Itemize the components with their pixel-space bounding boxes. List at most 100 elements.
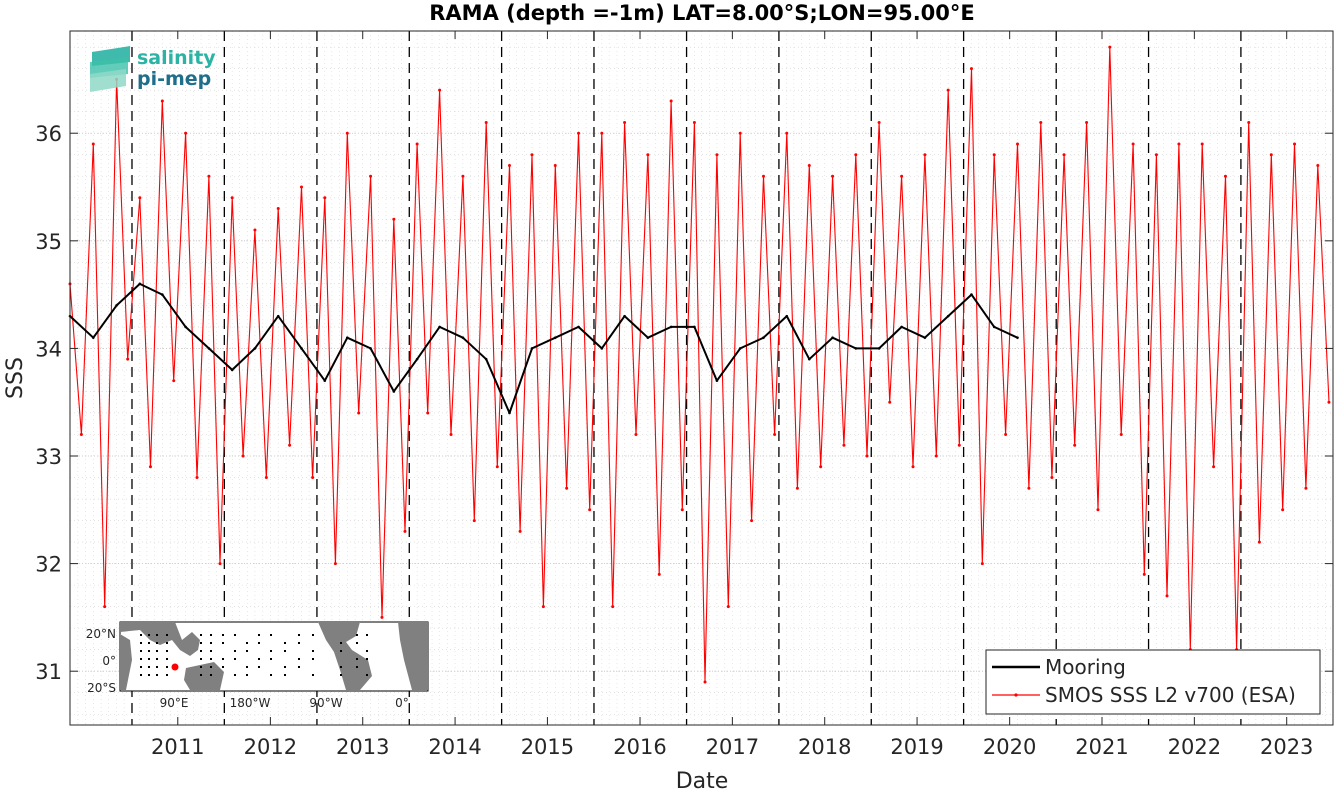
mooring-dot	[234, 658, 236, 660]
mooring-dot	[234, 634, 236, 636]
data-point-smos	[911, 465, 915, 469]
mooring-dot	[200, 642, 202, 644]
data-point-smos	[1062, 153, 1066, 157]
mooring-dot	[366, 634, 368, 636]
data-point-smos	[703, 680, 707, 684]
data-point-smos	[472, 519, 476, 523]
wave-logo-icon	[90, 46, 130, 92]
data-point-mooring	[415, 357, 419, 361]
data-point-smos	[1004, 432, 1008, 436]
x-tick-label: 2020	[983, 735, 1036, 759]
y-tick-label: 32	[35, 553, 62, 577]
mooring-dot	[140, 634, 142, 636]
data-point-mooring	[161, 293, 164, 296]
mooring-dot	[284, 650, 286, 652]
mooring-dot	[258, 634, 260, 636]
mooring-dot	[284, 642, 286, 644]
data-point-smos	[1085, 120, 1089, 124]
data-point-smos	[819, 465, 823, 469]
data-point-smos	[785, 131, 789, 135]
x-tick-label: 2014	[428, 735, 481, 759]
data-point-mooring	[715, 379, 719, 382]
data-point-smos	[588, 508, 592, 512]
data-point-smos	[79, 432, 83, 436]
data-point-smos	[1177, 142, 1181, 146]
data-point-smos	[369, 174, 373, 178]
data-point-smos	[345, 131, 349, 135]
mooring-dot	[148, 674, 150, 676]
mooring-dot	[210, 666, 212, 668]
data-point-mooring	[831, 336, 834, 339]
mooring-dot	[258, 658, 260, 660]
mooring-dot	[298, 642, 300, 644]
data-point-smos	[1247, 120, 1251, 124]
data-point-smos	[726, 605, 730, 609]
data-point-mooring	[461, 336, 465, 339]
data-point-smos	[923, 153, 927, 157]
data-point-smos	[207, 174, 211, 178]
mooring-dot	[340, 650, 342, 652]
data-point-mooring	[184, 325, 187, 329]
mooring-dot	[140, 674, 142, 676]
mooring-dot	[366, 658, 368, 660]
data-point-mooring	[530, 347, 534, 350]
data-point-smos	[807, 163, 811, 167]
mooring-dot	[210, 650, 212, 652]
mooring-dot	[270, 650, 272, 652]
mooring-location-marker	[171, 663, 179, 671]
mooring-dot	[356, 666, 358, 668]
y-tick-label: 36	[35, 122, 62, 146]
data-point-smos	[148, 465, 152, 469]
data-point-smos	[738, 131, 742, 135]
data-point-mooring	[138, 282, 142, 286]
mooring-dot	[166, 642, 168, 644]
data-point-smos	[842, 443, 846, 447]
mooring-dot	[222, 666, 224, 668]
data-point-smos	[392, 217, 396, 221]
data-point-mooring	[946, 314, 950, 318]
inset-lon-label-90w: 90°W	[309, 696, 342, 710]
mooring-dot	[156, 642, 158, 644]
y-tick-label: 34	[35, 337, 62, 361]
data-point-smos	[91, 142, 95, 146]
data-point-smos	[288, 443, 292, 447]
mooring-dot	[246, 674, 248, 676]
mooring-dot	[156, 674, 158, 676]
logo-text-salinity: salinity	[137, 47, 216, 69]
salinity-pimep-logo: salinity pi-mep	[90, 46, 216, 92]
data-point-smos	[680, 508, 684, 512]
x-tick-label: 2016	[613, 735, 666, 759]
mooring-dot	[366, 674, 368, 676]
mooring-dot	[148, 650, 150, 652]
mooring-dot	[166, 666, 168, 668]
mooring-dot	[234, 650, 236, 652]
data-point-smos	[403, 529, 407, 533]
data-point-smos	[877, 120, 881, 124]
mooring-dot	[140, 658, 142, 660]
data-point-mooring	[91, 336, 95, 339]
mooring-dot	[246, 642, 248, 644]
mooring-dot	[258, 642, 260, 644]
data-point-mooring	[762, 336, 765, 339]
data-point-mooring	[923, 336, 927, 339]
inset-lat-label-0: 0°	[102, 654, 116, 668]
series-line-mooring	[69, 282, 1018, 414]
x-tick-label: 2022	[1168, 735, 1221, 759]
land-americas	[318, 622, 372, 690]
data-point-smos	[333, 562, 337, 566]
data-point-smos	[565, 486, 569, 490]
mooring-dot	[200, 650, 202, 652]
data-point-mooring	[854, 347, 858, 350]
data-point-smos	[600, 131, 604, 135]
data-point-mooring	[738, 347, 742, 350]
data-point-smos	[1212, 465, 1216, 469]
data-point-mooring	[300, 347, 303, 350]
data-point-mooring	[577, 325, 580, 329]
mooring-dot	[148, 658, 150, 660]
legend-marker-smos	[1014, 693, 1018, 697]
data-point-smos	[1257, 540, 1261, 544]
data-point-smos	[646, 153, 650, 157]
data-point-mooring	[484, 357, 488, 361]
mooring-dot	[156, 666, 158, 668]
x-tick-label: 2015	[521, 735, 574, 759]
